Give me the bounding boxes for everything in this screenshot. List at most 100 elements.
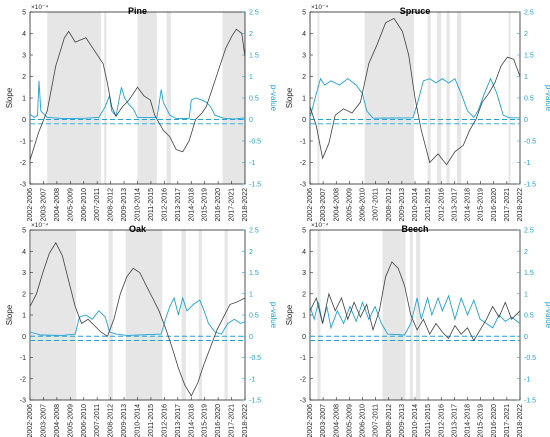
y-tick-label: 5 (22, 10, 26, 17)
x-tick-label: 2006-2010 (81, 404, 88, 437)
x-tick-label: 2018-2022 (517, 188, 524, 222)
y2-tick-label: 1 (249, 291, 253, 298)
y-axis-exponent: ×10⁻⁴ (31, 222, 48, 229)
x-tick-label: 2016-2020 (491, 188, 498, 222)
x-tick-label: 2017-2021 (504, 404, 511, 437)
y2-tick-label: 0 (249, 334, 253, 341)
x-tick-label: 2012-2016 (438, 188, 445, 222)
x-tick-label: 2010-2014 (135, 404, 142, 437)
x-tick-label: 2018-2022 (517, 404, 524, 437)
x-tick-label: 2007-2011 (94, 188, 101, 221)
y-tick-label: -2 (20, 376, 26, 383)
y2-axis-label: p-value (544, 85, 550, 112)
x-tick-label: 2002-2006 (27, 404, 34, 437)
x-tick-label: 2003-2007 (40, 404, 47, 437)
x-tick-label: 2009-2013 (399, 188, 406, 222)
shaded-band (166, 12, 171, 184)
y2-tick-label: 1 (524, 74, 528, 81)
y2-tick-label: -1.5 (249, 398, 261, 405)
shaded-band (198, 230, 202, 400)
x-tick-label: 2012-2016 (161, 404, 168, 437)
shaded-band (446, 12, 450, 184)
x-tick-label: 2009-2013 (399, 404, 406, 437)
shaded-band (224, 230, 228, 400)
shaded-band (437, 12, 442, 184)
x-tick-label: 2005-2009 (67, 188, 74, 222)
y-tick-label: 4 (22, 249, 26, 256)
shaded-band (104, 12, 107, 184)
x-tick-label: 2014-2018 (465, 188, 472, 222)
x-tick-label: 2018-2022 (242, 188, 249, 222)
y-tick-label: 1 (22, 313, 26, 320)
y2-tick-label: 2 (249, 249, 253, 256)
chart-title: Beech (401, 224, 428, 234)
y2-tick-label: -0.5 (249, 139, 261, 146)
shaded-band (47, 12, 101, 184)
y-tick-label: -3 (300, 182, 306, 189)
slope-series-line (309, 261, 521, 342)
y2-tick-label: 1 (249, 74, 253, 81)
x-tick-label: 2010-2014 (412, 404, 419, 437)
y-tick-label: 0 (22, 117, 26, 124)
x-tick-label: 2013-2017 (175, 404, 182, 437)
y2-tick-label: 0.5 (249, 96, 259, 103)
y-tick-label: 2 (302, 74, 306, 81)
y-tick-label: 1 (22, 96, 26, 103)
chart-panel-spruce: 5 4 3 2 1 0 -1 -2 -3 2.5 2 1.5 1 0.5 0 -0.5 -1 -1.5 2002-2… (285, 4, 550, 221)
x-tick-label: 2005-2009 (346, 188, 353, 222)
chart-title: Spruce (400, 6, 431, 16)
x-tick-label: 2017-2021 (504, 188, 511, 222)
x-tick-label: 2008-2012 (108, 188, 115, 222)
x-tick-label: 2016-2020 (215, 404, 222, 437)
y-tick-label: 2 (302, 291, 306, 298)
y2-tick-label: 0.5 (524, 313, 534, 320)
y-tick-label: 5 (22, 228, 26, 235)
shaded-band (508, 12, 511, 184)
x-tick-label: 2014-2018 (188, 188, 195, 222)
y2-tick-label: -0.5 (524, 355, 536, 362)
pvalue-series-line (29, 296, 246, 336)
shaded-band (317, 12, 320, 184)
x-tick-label: 2015-2019 (478, 188, 485, 222)
y2-tick-label: -1 (249, 160, 255, 167)
x-tick-label: 2018-2022 (242, 404, 249, 437)
x-tick-label: 2016-2020 (215, 188, 222, 222)
y-tick-label: -1 (20, 355, 26, 362)
chart-panel-beech: 5 4 3 2 1 0 -1 -2 -3 2.5 2 1.5 1 0.5 0 -0.5 -1 -1.5 2002-2… (285, 222, 550, 437)
y2-tick-label: -1 (524, 160, 530, 167)
x-tick-label: 2011-2015 (425, 404, 432, 437)
y-tick-label: -2 (20, 160, 26, 167)
pvalue-series-line (309, 294, 521, 336)
y2-tick-label: 2 (249, 31, 253, 38)
y-tick-label: 3 (22, 53, 26, 60)
y2-tick-label: 0.5 (524, 96, 534, 103)
y-tick-label: 4 (22, 31, 26, 38)
y2-tick-label: -1.5 (249, 182, 261, 189)
x-tick-label: 2012-2016 (438, 404, 445, 437)
y2-tick-label: 0 (524, 117, 528, 124)
y-tick-label: -1 (20, 139, 26, 146)
x-tick-label: 2006-2010 (81, 188, 88, 222)
x-tick-label: 2004-2008 (54, 188, 61, 222)
y-tick-label: -1 (300, 355, 306, 362)
x-tick-label: 2014-2018 (188, 404, 195, 437)
y2-tick-label: 2.5 (249, 228, 259, 235)
y2-axis-label: p-value (544, 302, 550, 329)
slope-series-line (29, 241, 246, 397)
x-tick-label: 2015-2019 (202, 404, 209, 437)
x-tick-label: 2006-2010 (360, 404, 367, 437)
y-axis-label: Slope (5, 304, 14, 325)
y-tick-label: -3 (300, 398, 306, 405)
x-tick-label: 2007-2011 (373, 404, 380, 437)
x-tick-label: 2003-2007 (40, 188, 47, 222)
x-tick-label: 2012-2016 (161, 188, 168, 222)
x-tick-label: 2011-2015 (425, 188, 432, 221)
x-tick-label: 2002-2006 (307, 188, 314, 222)
y2-tick-label: 1.5 (249, 53, 259, 60)
x-tick-label: 2004-2008 (333, 404, 340, 437)
shaded-band (416, 230, 421, 400)
y-tick-label: -3 (20, 398, 26, 405)
x-tick-label: 2015-2019 (478, 404, 485, 437)
y2-tick-label: -0.5 (524, 139, 536, 146)
